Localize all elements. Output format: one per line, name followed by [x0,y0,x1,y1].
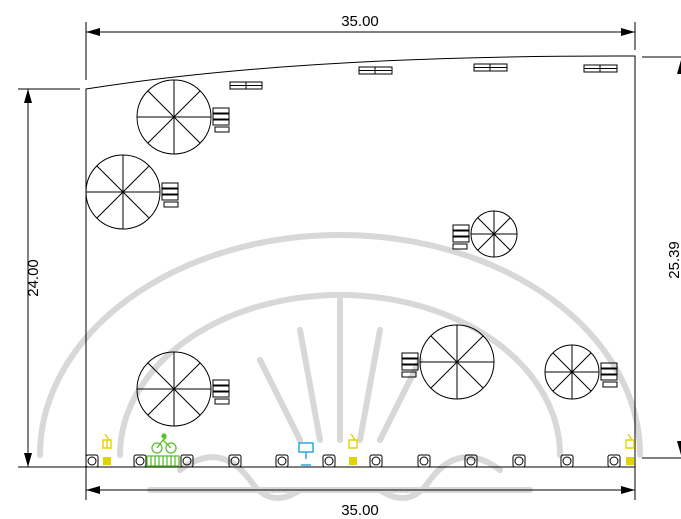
fixture-box [275,454,289,468]
site-boundary [85,55,636,468]
umbrella-table-3 [452,210,518,258]
table-chairs [161,182,179,208]
table-chairs [212,107,230,133]
umbrella-rib [430,335,484,389]
umbrella-rib [477,217,511,251]
table-chairs [600,362,618,388]
left-dimension: 24.00 [18,88,86,468]
yellow-markers [102,433,635,465]
table-chairs [401,352,419,378]
right-dimension: 25.39 [642,56,681,459]
fixture-box [607,454,621,468]
top-width-label: 35.00 [341,13,379,30]
fixture-box [560,454,574,468]
fixture-box [512,454,526,468]
top-dimension: 35.00 [85,13,636,80]
umbrella-rib [96,165,150,219]
umbrella-rib [147,362,201,416]
umbrella-table-2 [85,154,179,230]
watermark-emblem [37,232,643,501]
bottom-dimension: 35.00 [85,467,636,519]
fixture-box [85,454,99,468]
fixture-box [464,454,478,468]
umbrella-table-1 [136,79,230,155]
bicycle-rack-icon [146,433,180,467]
information-sign-icon [298,442,314,466]
umbrella-table-4 [401,324,495,400]
fixture-box [180,454,194,468]
left-height-label: 24.00 [25,259,42,297]
bottom-width-label: 35.00 [341,502,379,519]
umbrella-rib [147,90,201,144]
umbrella-tables [85,79,618,427]
fixture-box [228,454,242,468]
fixture-box [322,454,336,468]
umbrella-rib [552,352,592,392]
top-benches [229,63,618,90]
fixture-box [133,454,147,468]
table-chairs [212,379,230,405]
fixture-box [417,454,431,468]
right-height-label: 25.39 [666,241,681,279]
umbrella-table-6 [136,351,230,427]
fixture-box [369,454,383,468]
umbrella-table-5 [544,344,618,400]
table-chairs [452,224,470,250]
bottom-fixtures [85,433,635,468]
